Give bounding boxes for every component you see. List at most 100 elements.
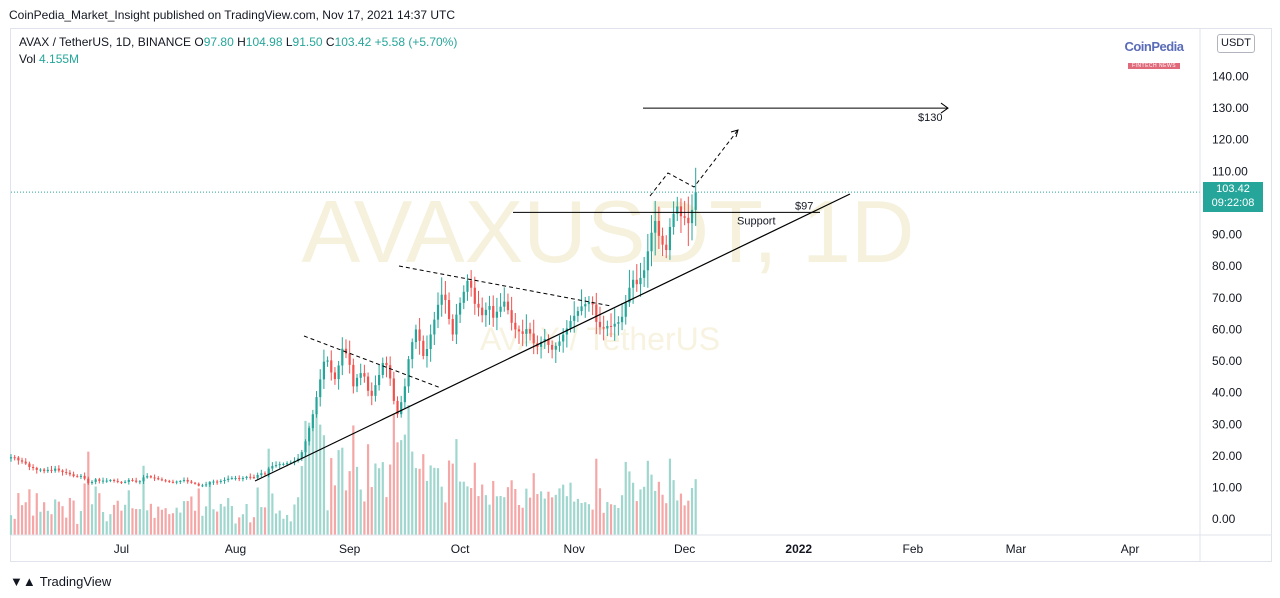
candle-body — [558, 341, 561, 346]
volume-bar — [539, 491, 543, 535]
volume-bar — [238, 517, 241, 535]
candle-body — [149, 476, 152, 478]
candle-body — [282, 463, 285, 465]
volume-bar — [293, 504, 296, 535]
candle-body — [639, 277, 642, 285]
candle-body — [411, 342, 414, 360]
watermark-main: AVAXUSDT, 1D — [302, 182, 915, 281]
legend-open: 97.80 — [203, 35, 234, 49]
volume-bar — [606, 501, 609, 535]
candle-body — [267, 468, 270, 475]
volume-bar — [687, 500, 690, 535]
volume-bar — [297, 497, 300, 535]
y-tick-label: 10.00 — [1212, 481, 1242, 495]
volume-bar — [146, 510, 149, 535]
candle-body — [39, 469, 42, 471]
candle-body — [440, 294, 443, 305]
target-arrowhead — [940, 102, 949, 114]
candle-body — [223, 479, 226, 481]
candle-body — [186, 479, 189, 482]
volume-bar — [628, 471, 631, 535]
volume-bar — [193, 510, 197, 535]
candle-body — [315, 397, 318, 415]
candle-body — [436, 304, 440, 320]
volume-bar — [378, 468, 381, 535]
volume-bar — [473, 462, 476, 535]
volume-bar — [216, 511, 219, 535]
candle-body — [617, 322, 620, 324]
volume-bar — [311, 415, 314, 535]
y-tick-label: 20.00 — [1212, 449, 1242, 463]
volume-bar — [411, 451, 414, 535]
volume-bar — [160, 509, 164, 535]
candle-body — [50, 469, 53, 471]
volume-bar — [300, 466, 303, 535]
volume-bar — [488, 504, 491, 535]
candle-body — [517, 329, 521, 332]
annotations: $130 $97 Support — [11, 102, 1200, 482]
candle-body — [414, 329, 418, 343]
candle-body — [153, 477, 156, 479]
candle-body — [120, 481, 123, 483]
candle-body — [488, 306, 491, 310]
candle-body — [396, 400, 399, 415]
volume-bar — [632, 482, 635, 535]
volume-bar — [451, 463, 454, 535]
volume-bar — [543, 498, 546, 535]
volume-bar — [43, 502, 46, 535]
tradingview-footer[interactable]: ▼▲ TradingView — [10, 573, 111, 589]
volume-bar — [201, 515, 204, 535]
volume-bar — [54, 499, 57, 535]
volume-bar — [528, 497, 532, 535]
currency-button[interactable]: USDT — [1217, 34, 1255, 53]
candle-body — [573, 315, 576, 321]
candle-body — [127, 479, 130, 482]
candle-body — [657, 220, 660, 236]
candle-body — [676, 206, 679, 214]
candle-body — [90, 481, 94, 484]
candle-body — [109, 479, 112, 481]
volume-bar — [285, 515, 289, 535]
candle-body — [554, 345, 557, 350]
candle-body — [602, 327, 605, 329]
volume-bar — [197, 488, 200, 535]
candle-body — [355, 377, 359, 387]
volume-bar — [190, 496, 193, 535]
candle-body — [499, 306, 502, 312]
candle-body — [506, 301, 510, 311]
candle-body — [72, 474, 75, 477]
volume-bar — [352, 425, 355, 535]
volume-bar — [554, 494, 557, 535]
logo-name: CoinPedia — [1124, 39, 1184, 54]
candle-body — [381, 362, 384, 375]
candle-body — [403, 386, 406, 403]
volume-bar — [484, 495, 487, 535]
candle-body — [135, 480, 138, 482]
volume-bar — [532, 473, 535, 535]
candle-body — [245, 476, 248, 479]
y-tick-label: 140.00 — [1212, 69, 1249, 83]
tradingview-logo-icon: ▼▲ — [10, 574, 36, 590]
legend-change: +5.58 (+5.70%) — [374, 35, 458, 49]
y-tick-label: 110.00 — [1212, 164, 1248, 178]
volume-bar — [186, 501, 189, 535]
candle-body — [444, 294, 447, 301]
volume-bar — [171, 513, 175, 535]
volume-bar — [245, 504, 248, 535]
candle-body — [337, 365, 340, 380]
volume-bar — [665, 503, 668, 535]
volume-bar — [661, 494, 664, 535]
candle-body — [46, 469, 49, 472]
volume-bar — [598, 488, 602, 535]
volume-bar — [274, 513, 278, 535]
volume-bar — [587, 504, 591, 535]
volume-bar — [521, 507, 524, 535]
candle-body — [576, 311, 579, 316]
candle-body — [528, 329, 532, 334]
candle-body — [212, 481, 215, 483]
candle-body — [378, 374, 381, 386]
candle-body — [87, 478, 90, 484]
candle-body — [94, 479, 97, 482]
candle-body — [661, 235, 664, 245]
